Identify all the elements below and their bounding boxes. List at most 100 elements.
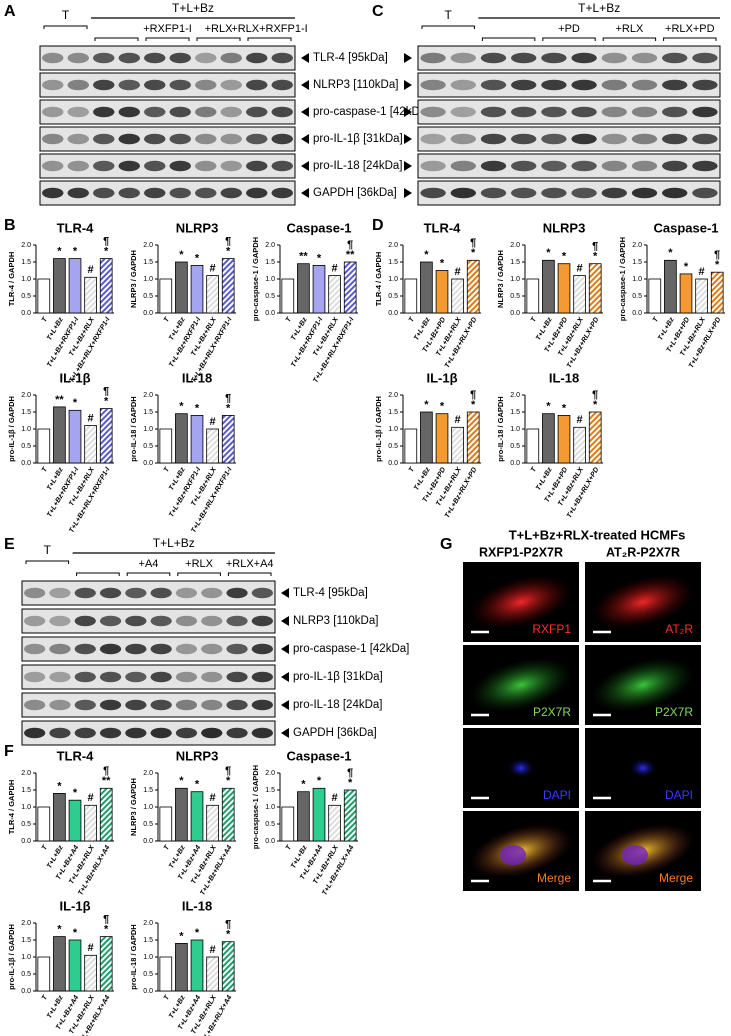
bar [84,954,97,992]
blot-band [99,587,122,599]
blot-band [692,160,718,172]
treatment-label: T+L+Bz [578,1,620,15]
bar [526,428,540,464]
bar [435,270,449,314]
group-bracket [663,37,717,41]
significance-mark: ¶ [592,241,598,253]
significance-mark: * [104,924,109,936]
blot-band [93,133,115,145]
bar [175,413,188,464]
row-arrow [281,728,289,738]
blot-band [144,187,166,199]
bar [53,406,66,464]
blot-band [662,133,688,145]
y-tick-label: 1.0 [143,954,153,961]
chart-title: IL-18 [182,898,212,913]
y-axis-label: pro-IL-18 / GAPDH [129,396,138,461]
panel-letter: A [4,3,16,20]
bar [404,278,418,314]
significance-mark: * [226,929,231,941]
chart-title: IL-18 [549,370,579,385]
chart-title: IL-1β [59,898,90,913]
row-arrow [301,53,309,63]
row-arrow [281,588,289,598]
y-tick-label: 2.0 [632,242,642,249]
y-axis-label: pro-IL-18 / GAPDH [129,924,138,989]
bar [221,941,235,992]
bar [190,264,204,314]
blot-band [271,52,293,64]
blot-band [271,106,293,118]
bar [206,956,219,992]
subgroup-label: +RXFP1-I [143,23,192,35]
blot-band [692,79,718,91]
bar [159,278,173,314]
row-arrow [281,672,289,682]
subgroup-label: +RLX [205,23,233,35]
y-tick-label: 2.0 [21,392,31,399]
group-bracket [177,572,221,576]
blot-band [226,671,248,683]
bar [679,273,693,314]
y-tick-label: 1.0 [143,276,153,283]
significance-mark: # [577,414,583,426]
blot-band [93,187,115,199]
bar [53,936,66,992]
x-tick-label: T [530,316,539,324]
significance-mark: * [73,927,78,939]
blot-band [74,587,96,599]
row-arrow [404,107,412,117]
y-tick-label: 1.5 [21,409,31,416]
chart-title: IL-1β [426,370,457,385]
blot-band [692,187,718,199]
bar [221,258,235,314]
subgroup-label: +A4 [139,558,159,570]
bar [312,264,326,314]
blot-band [42,106,64,118]
cell-body [592,658,694,712]
significance-mark: # [88,942,94,954]
bar [99,936,113,992]
blot-band [541,106,567,118]
blot-band [246,79,268,91]
row-label: pro-caspase-1 [42kDa] [313,106,429,118]
y-tick-label: 2.0 [143,242,153,249]
blot-band [271,79,293,91]
blot-band [571,52,597,64]
bar [404,428,418,464]
blot-band [692,133,718,145]
blot-band [175,615,198,627]
cell-body [592,575,694,629]
blot-band [601,79,627,91]
blot-band [511,106,537,118]
significance-mark: ** [55,394,64,406]
blot-band [49,699,71,711]
blot-band [67,106,89,118]
blot-band [67,79,89,91]
row-label: GAPDH [36kDa] [293,727,377,739]
significance-mark: # [332,263,338,275]
channel-label: DAPI [665,788,693,802]
blot-band [251,643,273,655]
panel-letter: G [440,536,452,553]
row-arrow [301,107,309,117]
blot-band [511,187,537,199]
y-tick-label: 1.0 [388,426,398,433]
y-tick-label: 2.0 [265,770,275,777]
x-tick-label: T [41,994,50,1002]
group-bracket [94,37,139,41]
y-tick-label: 0.0 [21,460,31,467]
significance-mark: # [455,266,461,278]
blot-band [169,133,191,145]
significance-mark: * [104,396,109,408]
blot-band [99,615,122,627]
group-bracket [481,37,536,41]
panel-letter: B [4,217,16,234]
nucleus [622,845,648,865]
blot-band [271,160,293,172]
significance-mark: * [546,401,551,413]
blot-band [93,106,115,118]
blot-band [631,160,658,172]
significance-mark: * [226,775,231,787]
significance-mark: * [317,775,322,787]
